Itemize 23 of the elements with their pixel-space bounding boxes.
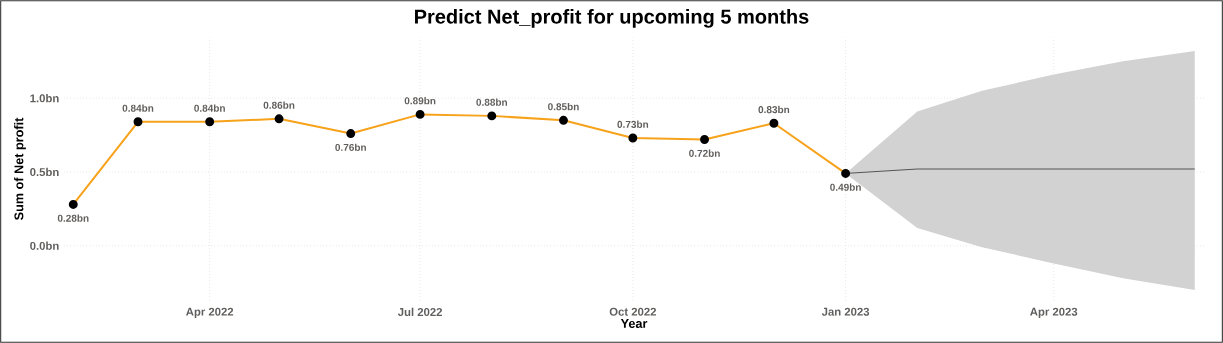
y-tick-label: 0.5bn xyxy=(30,167,59,177)
data-label: 0.28bn xyxy=(57,214,89,222)
y-tick-label: 0.0bn xyxy=(30,241,59,250)
data-label: 0.89bn xyxy=(404,97,436,105)
x-axis-title: Year xyxy=(620,319,648,328)
data-label: 0.84bn xyxy=(194,104,225,112)
data-label: 0.83bn xyxy=(758,105,790,114)
data-label: 0.73bn xyxy=(617,120,649,128)
chart-title: Predict Net_profit for upcoming 5 months xyxy=(415,9,809,28)
data-label: 0.76bn xyxy=(335,143,366,151)
data-label: 0.72bn xyxy=(689,149,720,157)
data-label: 0.85bn xyxy=(548,102,579,111)
data-label: 0.86bn xyxy=(263,101,295,109)
data-label: 0.49bn xyxy=(830,183,861,191)
data-label: 0.84bn xyxy=(122,104,154,112)
y-axis-title: Sum of Net profit xyxy=(14,117,26,221)
data-label: 0.88bn xyxy=(476,98,508,106)
x-tick-label: Apr 2023 xyxy=(1030,307,1078,318)
y-tick-label: 1.0bn xyxy=(30,94,59,103)
x-tick-label: Jul 2022 xyxy=(397,307,443,317)
x-tick-label: Oct 2022 xyxy=(609,307,657,316)
x-tick-label: Apr 2022 xyxy=(186,307,234,318)
x-tick-label: Jan 2023 xyxy=(821,307,870,316)
